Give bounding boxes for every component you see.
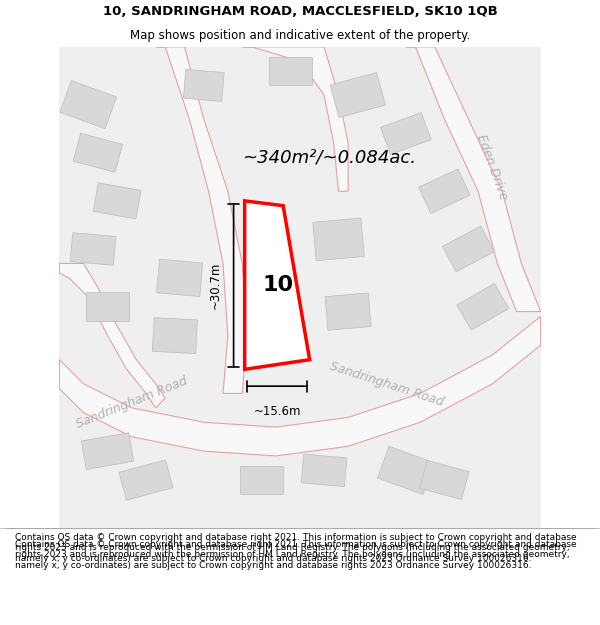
Polygon shape [119,460,173,500]
Text: ~340m²/~0.084ac.: ~340m²/~0.084ac. [242,149,416,166]
Text: ~15.6m: ~15.6m [253,406,301,418]
Text: Eden Drive: Eden Drive [475,132,511,202]
Text: Contains OS data © Crown copyright and database right 2021. This information is : Contains OS data © Crown copyright and d… [15,533,577,562]
Polygon shape [443,226,494,272]
Polygon shape [184,69,224,101]
Text: ~30.7m: ~30.7m [209,261,221,309]
Polygon shape [240,466,283,494]
Polygon shape [59,316,541,456]
Polygon shape [406,47,541,311]
Text: 10: 10 [263,275,294,295]
Text: 10, SANDRINGHAM ROAD, MACCLESFIELD, SK10 1QB: 10, SANDRINGHAM ROAD, MACCLESFIELD, SK10… [103,5,497,18]
Polygon shape [86,292,129,321]
Polygon shape [93,183,141,219]
Polygon shape [60,81,116,129]
Polygon shape [420,461,469,499]
Polygon shape [242,47,348,191]
Polygon shape [81,432,134,469]
Polygon shape [155,47,247,393]
Polygon shape [245,201,310,369]
Polygon shape [377,446,434,494]
Polygon shape [380,112,431,154]
Text: Sandringham Road: Sandringham Road [328,359,445,408]
Polygon shape [325,293,371,330]
Polygon shape [457,283,509,330]
Text: Map shows position and indicative extent of the property.: Map shows position and indicative extent… [130,29,470,42]
Polygon shape [59,264,165,408]
Polygon shape [73,133,122,172]
Polygon shape [419,169,470,214]
Text: Sandringham Road: Sandringham Road [74,374,189,431]
Polygon shape [301,454,347,487]
Polygon shape [70,232,116,265]
Text: Contains OS data © Crown copyright and database right 2021. This information is : Contains OS data © Crown copyright and d… [15,540,577,569]
Polygon shape [269,56,312,86]
Polygon shape [330,72,385,118]
Polygon shape [313,218,364,261]
Polygon shape [157,259,203,296]
Polygon shape [152,318,197,354]
